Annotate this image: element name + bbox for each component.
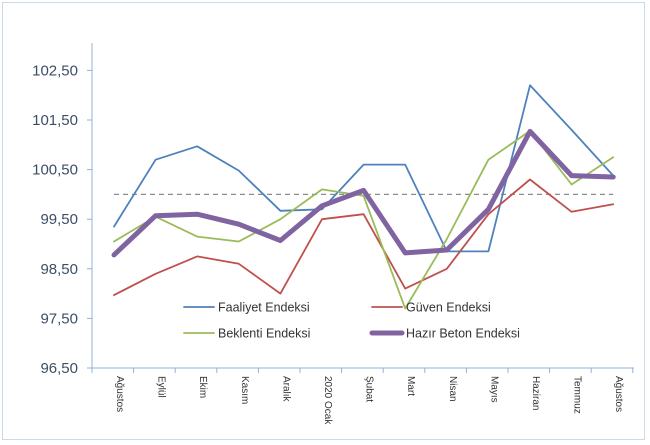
x-tick-label: Ağustos <box>613 376 624 412</box>
series-line-beklenti-endeksi <box>113 129 615 310</box>
x-tick-label: Şubat <box>364 376 375 402</box>
series-line-g-ven-endeksi <box>113 178 615 297</box>
legend-label: Beklenti Endeksi <box>218 327 310 341</box>
x-tick-label: Aralık <box>280 376 291 403</box>
x-tick-label: Nisan <box>447 376 458 402</box>
x-tick-label: 2020 Ocak <box>322 376 333 425</box>
legend-label: Hazır Beton Endeksi <box>406 327 520 341</box>
y-tick-label: 101,50 <box>32 112 78 129</box>
y-tick-label: 99,50 <box>40 211 78 228</box>
x-tick-label: Ağustos <box>114 376 125 412</box>
legend-label: Faaliyet Endeksi <box>218 301 310 315</box>
x-tick-label: Temmuz <box>572 376 583 414</box>
series-line-faaliyet-endeksi <box>113 84 615 253</box>
legend-label: Güven Endeksi <box>406 301 491 315</box>
x-tick-label: Mart <box>405 376 416 396</box>
x-tick-label: Ekim <box>197 376 208 398</box>
y-tick-label: 102,50 <box>32 62 78 79</box>
x-tick-label: Kasım <box>239 376 250 404</box>
y-tick-label: 96,50 <box>40 360 78 377</box>
x-tick-label: Eylül <box>156 376 167 398</box>
series-line-haz-r-beton-endeksi <box>111 128 616 258</box>
y-tick-label: 97,50 <box>40 310 78 327</box>
chart-frame <box>2 2 645 440</box>
y-tick-label: 100,50 <box>32 162 78 179</box>
x-tick-label: Haziran <box>530 376 541 410</box>
x-tick-label: Mayıs <box>488 376 499 403</box>
y-tick-label: 98,50 <box>40 261 78 278</box>
